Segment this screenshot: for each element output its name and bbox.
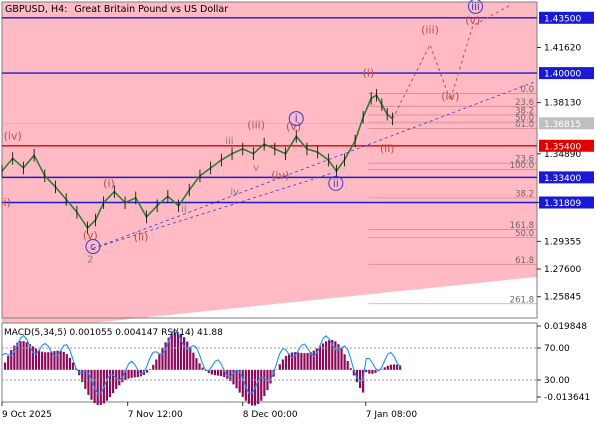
wave-label: iii <box>225 136 233 147</box>
wave-label: (v) <box>83 229 98 242</box>
wave-label: (iii) <box>0 196 11 209</box>
wave-label: (ii) <box>380 142 395 155</box>
wave-circle <box>467 0 483 14</box>
time-tick-label: 8 Dec 00:00 <box>243 410 298 420</box>
wave-label: 2 <box>87 255 93 266</box>
price-axis: 1.41620 1.38130 1.34890 1.31809 1.29355 1.276… <box>537 11 594 303</box>
indicator-panel[interactable]: 0.019848 70.00 30.00 -0.013641 <box>1 322 590 406</box>
time-tick-label: 7 Jan 08:00 <box>366 410 418 420</box>
plot-frame <box>1 1 538 319</box>
price-tick-label: 1.38130 <box>544 99 581 109</box>
fib-level-label: 23.6 <box>515 98 534 108</box>
fib-level-label: 61.8 <box>515 256 534 266</box>
price-tick-label: 1.34890 <box>544 150 581 160</box>
fib-level-label: 50.0 <box>515 229 534 239</box>
indicator-tick-label: 30.00 <box>544 376 570 386</box>
fib-level-label: 38.2 <box>515 189 534 199</box>
wave-label: (iv) <box>271 169 289 182</box>
price-level-tag <box>539 11 594 24</box>
fib-level-label: 61.8 <box>515 120 534 130</box>
time-tick-label: 7 Nov 12:00 <box>128 410 183 420</box>
chart-symbol-header: GBPUSD, H4: Great Britain Pound vs US Do… <box>5 4 228 15</box>
fib-level-label: 261.8 <box>510 295 534 305</box>
price-level-tag <box>539 139 594 152</box>
wave-label: (ii) <box>134 231 149 244</box>
fib-level-label: 50.0 <box>515 114 534 124</box>
wave-label: (iii) <box>247 118 265 131</box>
price-level-tag-label: 1.40000 <box>544 70 581 80</box>
wave-label: (iv) <box>4 129 22 142</box>
fib-level-label: 38.2 <box>515 106 534 116</box>
price-level-tag <box>539 117 594 130</box>
wave-label: ii <box>181 204 187 215</box>
channel-line <box>92 80 538 249</box>
wave-label: (iv) <box>441 90 459 103</box>
wave-label: (i) <box>363 66 375 79</box>
price-chart-area[interactable]: 0.023.638.250.061.823.6100.038.2161.850.… <box>0 0 538 333</box>
price-tick-label: 1.41620 <box>544 44 581 54</box>
price-level-tag <box>539 171 594 184</box>
price-level-tag-label: 1.36815 <box>544 120 581 130</box>
wave-label: c <box>90 241 96 253</box>
indicator-header: MACD(5,34,5) 0.001055 0.004147 RSI(14) 4… <box>4 328 223 338</box>
wave-label: (v) <box>465 14 480 27</box>
wave-circle <box>85 239 101 255</box>
target-zone <box>2 2 537 333</box>
price-tick-label: 1.25845 <box>544 293 581 303</box>
time-tick-label: 9 Oct 2025 <box>2 410 52 420</box>
wave-label: iv <box>230 187 239 198</box>
channel-line <box>92 172 334 249</box>
price-level-tag-label: 1.31809 <box>544 199 581 209</box>
wave-projection <box>392 4 511 120</box>
indicator-tick-label: -0.013641 <box>544 393 590 403</box>
wave-label: v <box>253 163 259 174</box>
wave-circle <box>288 111 304 127</box>
rsi-line <box>1 328 401 395</box>
indicator-tick-label: 0.019848 <box>544 322 587 332</box>
wave-label: (i) <box>103 177 115 190</box>
price-tick-label: 1.27600 <box>544 265 581 275</box>
price-level-tag <box>539 67 594 80</box>
wave-label: (iii) <box>421 24 439 37</box>
fib-level-label: 0.0 <box>520 85 534 95</box>
wave-label: iii <box>471 1 480 13</box>
price-level-tag-label: 1.33400 <box>544 174 581 184</box>
price-level-tag-label: 1.43500 <box>544 14 581 24</box>
fib-level-label: 161.8 <box>510 221 534 231</box>
fib-level-label: 100.0 <box>510 161 534 171</box>
fib-level-label: 23.6 <box>515 155 534 165</box>
price-level-tag-label: 1.35400 <box>544 142 581 152</box>
price-tick-label: 1.29355 <box>544 237 581 247</box>
time-axis: 9 Oct 2025 7 Nov 12:00 8 Dec 00:00 7 Jan 08… <box>1 402 418 420</box>
wave-label: i <box>295 113 298 125</box>
wave-label: (v) <box>286 120 301 133</box>
price-level-tag <box>539 196 594 209</box>
wave-label: ii <box>333 178 339 190</box>
indicator-tick-label: 70.00 <box>544 344 570 354</box>
wave-circle <box>328 175 344 191</box>
